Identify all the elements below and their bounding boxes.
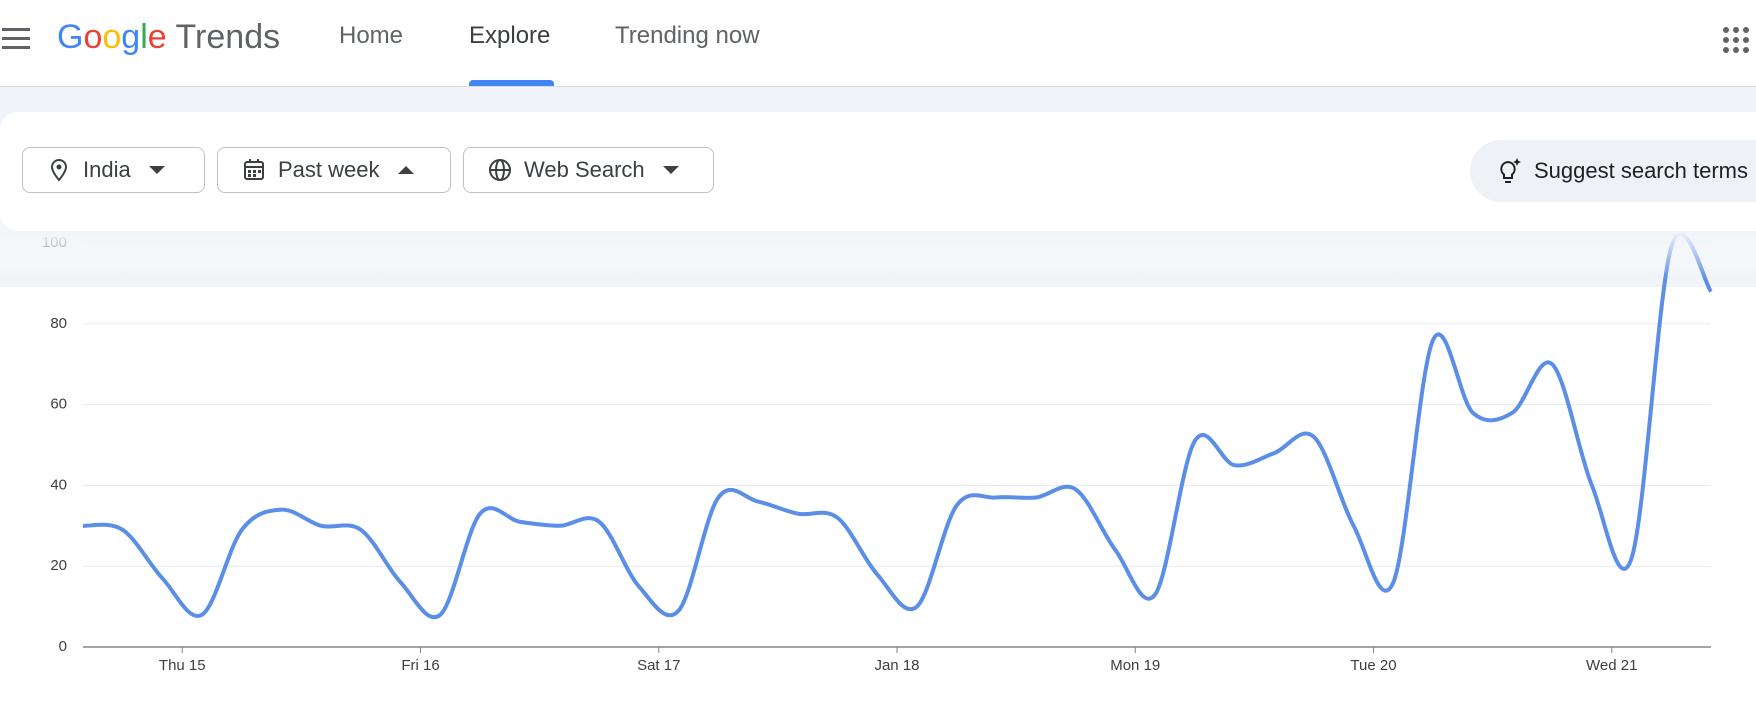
caret-up	[397, 166, 414, 174]
x-tick-label: Mon 19	[1110, 657, 1160, 674]
active-indicator	[469, 80, 554, 86]
logo-google: Google	[57, 18, 167, 56]
y-tick-label: 60	[50, 396, 67, 413]
x-tick-label: Thu 15	[159, 657, 206, 674]
suggest-button[interactable]: Suggest search terms	[1470, 140, 1756, 202]
globe-icon	[489, 159, 511, 181]
location-filter[interactable]: India	[22, 147, 205, 193]
suggest-label: Suggest search terms	[1534, 158, 1748, 183]
x-tick-label: Tue 20	[1350, 657, 1396, 674]
time-filter[interactable]: Past week	[217, 147, 451, 193]
apps-icon[interactable]	[1722, 26, 1750, 54]
x-tick-label: Wed 21	[1586, 657, 1637, 674]
logo-product: Trends	[175, 18, 281, 56]
x-tick-label: Fri 16	[401, 657, 439, 674]
trend-line	[82, 232, 1713, 620]
header: Google Trends Home Explore Trending now	[0, 0, 1756, 87]
property-filter[interactable]: Web Search	[463, 147, 714, 193]
bulb-icon	[1500, 158, 1521, 183]
nav-link[interactable]: Home	[339, 22, 404, 49]
y-tick-label: 0	[59, 638, 67, 655]
filter-label: India	[83, 157, 131, 182]
nav-link[interactable]: Trending now	[615, 22, 760, 49]
y-tick-label: 80	[50, 315, 67, 332]
caret-down	[662, 166, 679, 174]
caret-down	[148, 166, 165, 174]
top-fade	[0, 231, 1756, 279]
filter-label: Web Search	[524, 157, 645, 182]
x-tick-label: Sat 17	[637, 657, 680, 674]
filter-label: Past week	[278, 157, 380, 182]
calendar-icon	[244, 159, 264, 180]
y-tick-label: 20	[50, 557, 67, 574]
x-tick-label: Jan 18	[874, 657, 919, 674]
logo[interactable]: Google Trends	[57, 18, 280, 57]
menu-icon[interactable]	[2, 26, 32, 50]
y-tick-label: 40	[50, 476, 67, 493]
pin-icon	[50, 158, 68, 182]
nav-link[interactable]: Explore	[469, 22, 551, 49]
